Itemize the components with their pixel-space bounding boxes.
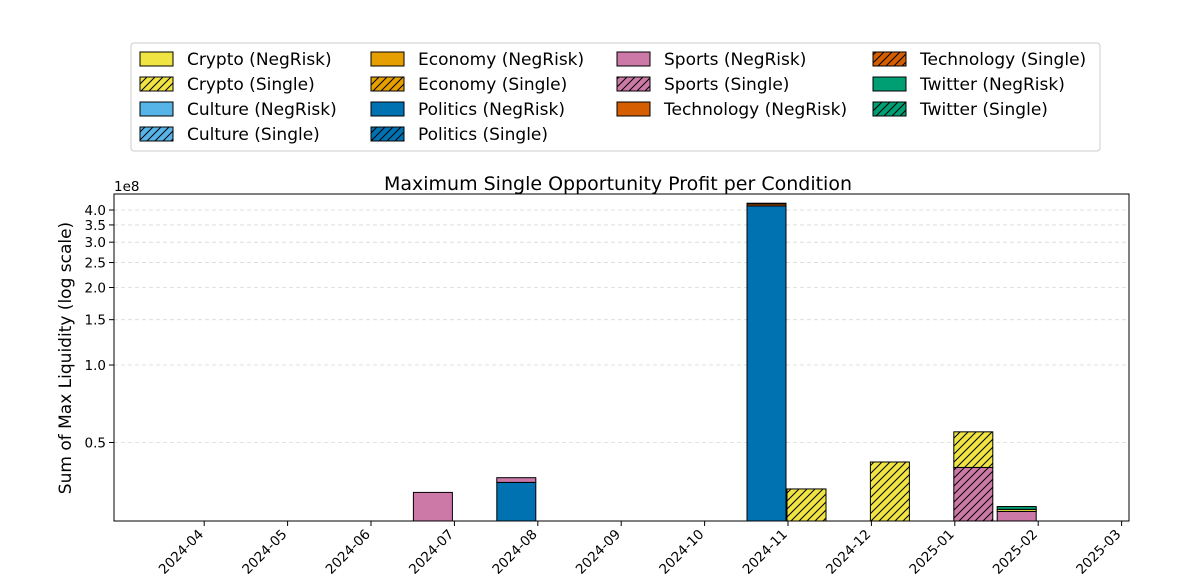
x-tick-label: 2024-07: [406, 527, 457, 578]
bar-2024-12-single: [869, 461, 910, 521]
legend: Crypto (NegRisk) Crypto (Single) Culture (…: [130, 42, 1101, 152]
y-tick-label: 3.0: [85, 235, 106, 251]
legend-item-sports-negrisk: Sports (NegRisk): [616, 50, 806, 70]
legend-swatch-hatch: [873, 102, 906, 116]
y-tick-label: 1.0: [85, 358, 106, 374]
legend-item-crypto-negrisk: Crypto (NegRisk): [139, 50, 332, 70]
y-tick-label: 4.0: [85, 203, 106, 219]
legend-swatch-hatch: [617, 77, 650, 91]
x-axis-ticks: 2024-04 2024-05 2024-06 2024-07 2024-08 2024-…: [156, 521, 1124, 578]
bars: [202, 202, 1129, 521]
legend-item-technology-negrisk: Technology (NegRisk): [616, 100, 847, 120]
legend-swatch: [139, 51, 174, 67]
bar-2024-08-negrisk: [496, 477, 537, 521]
legend-label: Sports (NegRisk): [664, 50, 806, 70]
legend-items: Crypto (NegRisk) Crypto (Single) Culture (…: [139, 50, 1086, 145]
bar-segment-politics-negrisk: [746, 205, 787, 521]
x-tick-label: 2024-06: [323, 527, 374, 578]
bar-segment-twitter-negrisk: [996, 506, 1037, 510]
bar-segment-economy-negrisk: [746, 202, 787, 205]
legend-label: Culture (NegRisk): [187, 100, 337, 120]
x-tick-label: 2024-05: [239, 527, 290, 578]
legend-item-culture-negrisk: Culture (NegRisk): [139, 100, 337, 120]
legend-swatch: [370, 101, 405, 117]
y-tick-label: 1.5: [85, 313, 106, 329]
legend-label: Politics (Single): [418, 125, 548, 145]
bar-2024-11-single: [786, 488, 827, 521]
legend-swatch: [616, 101, 651, 117]
legend-item-technology-single: Technology (Single): [872, 50, 1086, 70]
x-tick-label: 2024-12: [823, 527, 874, 578]
bar-2025-02-negrisk: [996, 506, 1037, 521]
legend-label: Technology (Single): [919, 50, 1086, 70]
y-axis-ticks: 0.5 1.0 1.5 2.0 2.5 3.03.54.0: [85, 203, 114, 452]
legend-swatch: [616, 51, 651, 67]
legend-label: Culture (Single): [187, 125, 320, 145]
x-tick-label: 2024-10: [656, 527, 707, 578]
legend-label: Twitter (Single): [919, 100, 1048, 120]
legend-swatch-hatch: [140, 77, 173, 91]
x-tick-label: 2024-11: [740, 527, 791, 578]
legend-label: Crypto (Single): [187, 75, 315, 95]
x-tick-label: 2024-09: [573, 527, 624, 578]
x-tick-label: 2025-03: [1073, 527, 1124, 578]
legend-item-twitter-negrisk: Twitter (NegRisk): [872, 75, 1065, 95]
y-tick-label: 0.5: [85, 436, 106, 452]
legend-swatch-hatch: [371, 127, 404, 141]
legend-swatch-hatch: [140, 127, 173, 141]
bar-segment-crypto-single-hatch: [870, 461, 910, 521]
legend-label: Technology (NegRisk): [663, 100, 847, 120]
bar-segment-crypto-single-hatch: [953, 431, 993, 468]
x-tick-label: 2024-08: [489, 527, 540, 578]
legend-swatch-hatch: [873, 52, 906, 66]
legend-label: Economy (NegRisk): [418, 50, 584, 70]
chart-title: Maximum Single Opportunity Profit per Co…: [384, 173, 852, 195]
legend-label: Crypto (NegRisk): [187, 50, 332, 70]
legend-item-economy-single: Economy (Single): [370, 75, 567, 95]
legend-label: Sports (Single): [664, 75, 789, 95]
bar-segment-sports-single-hatch: [953, 467, 993, 521]
legend-item-politics-single: Politics (Single): [370, 125, 548, 145]
legend-item-economy-negrisk: Economy (NegRisk): [370, 50, 584, 70]
bar-2025-01-single: [953, 431, 994, 521]
legend-swatch: [139, 101, 174, 117]
bar-2024-07-negrisk: [412, 491, 453, 521]
legend-item-twitter-single: Twitter (Single): [872, 100, 1048, 120]
x-tick-label: 2025-02: [990, 527, 1041, 578]
legend-label: Twitter (NegRisk): [919, 75, 1065, 95]
legend-item-culture-single: Culture (Single): [139, 125, 320, 145]
y-axis-label: Sum of Max Liquidity (log scale): [56, 222, 76, 494]
legend-swatch-hatch: [371, 77, 404, 91]
bar-segment-sports-negrisk: [496, 477, 537, 483]
bar-segment-crypto-single-hatch: [787, 488, 826, 521]
legend-swatch: [872, 76, 907, 92]
legend-item-politics-negrisk: Politics (NegRisk): [370, 100, 565, 120]
y-axis-multiplier: 1e8: [114, 179, 139, 195]
y-tick-label: 3.5: [85, 218, 106, 234]
y-tick-label: 2.0: [85, 281, 106, 297]
y-tick-label: 2.5: [85, 256, 106, 272]
bar-2024-11-negrisk: [746, 202, 787, 521]
legend-item-crypto-single: Crypto (Single): [139, 75, 315, 95]
bar-segment-politics-negrisk: [496, 481, 537, 521]
bar-segment-sports-negrisk: [412, 491, 453, 521]
y-gridlines: [114, 209, 1129, 443]
legend-frame: [130, 42, 1101, 152]
x-tick-label: 2025-01: [906, 527, 957, 578]
x-tick-label: 2024-04: [156, 527, 207, 578]
bar-segment-sports-negrisk: [996, 510, 1037, 521]
legend-item-sports-single: Sports (Single): [616, 75, 789, 95]
legend-swatch: [370, 51, 405, 67]
legend-label: Politics (NegRisk): [418, 100, 565, 120]
legend-label: Economy (Single): [418, 75, 567, 95]
